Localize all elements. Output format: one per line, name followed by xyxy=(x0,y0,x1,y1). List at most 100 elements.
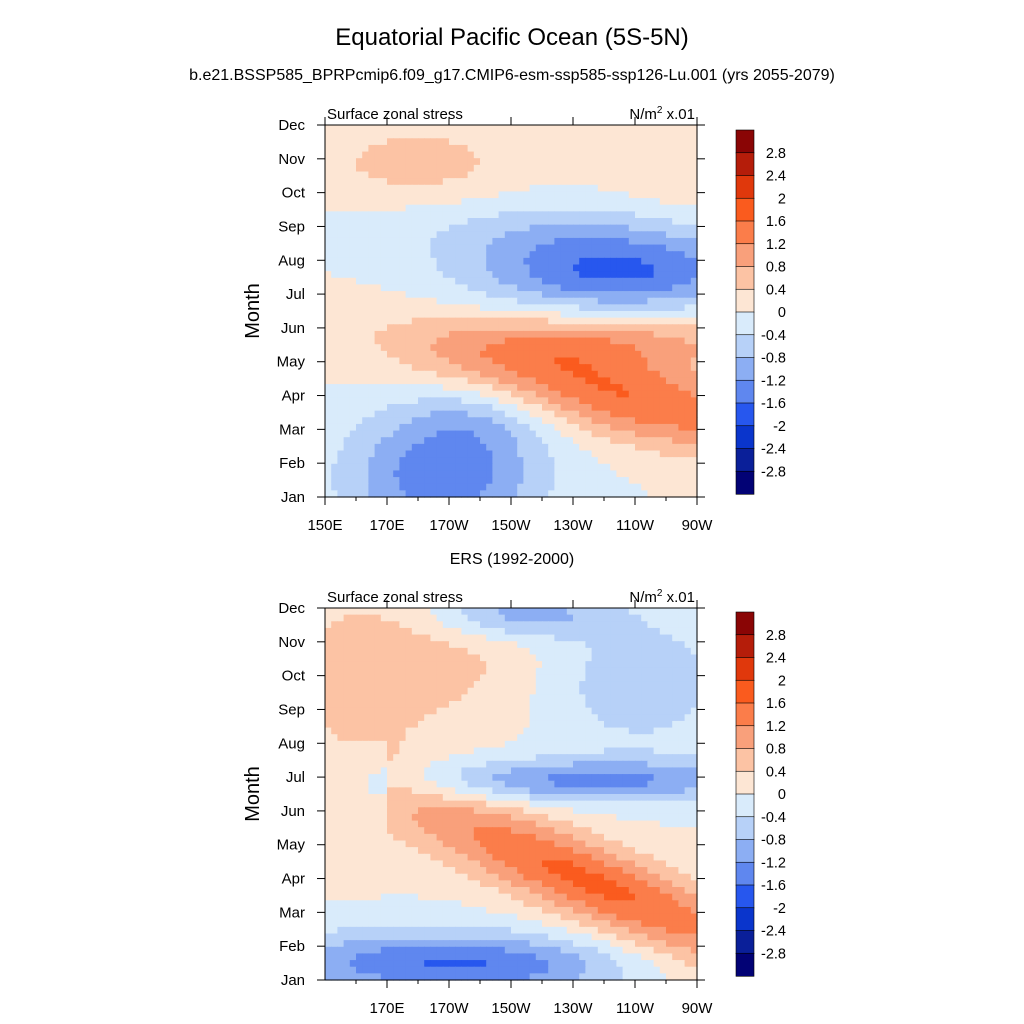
field-cell xyxy=(554,237,562,246)
field-cell xyxy=(672,740,679,749)
field-cell xyxy=(399,417,407,425)
field-cell xyxy=(368,204,376,212)
field-cell xyxy=(604,694,611,702)
field-cell xyxy=(622,654,630,662)
field-cell xyxy=(349,198,357,206)
field-cell xyxy=(684,470,692,478)
field-cell xyxy=(337,264,345,272)
field-cell xyxy=(523,647,531,656)
field-cell xyxy=(523,667,531,676)
field-cell xyxy=(659,350,667,359)
field-cell xyxy=(492,317,500,325)
field-cell xyxy=(548,661,555,669)
field-cell xyxy=(387,621,394,629)
field-cell xyxy=(473,330,481,339)
field-cell xyxy=(325,477,332,485)
field-cell xyxy=(486,237,493,246)
field-cell xyxy=(635,264,642,272)
field-cell xyxy=(368,144,376,153)
field-cell xyxy=(480,144,487,153)
field-cell xyxy=(473,224,481,232)
field-cell xyxy=(337,251,345,259)
field-cell xyxy=(430,490,438,498)
field-cell xyxy=(666,184,673,193)
field-cell xyxy=(554,284,562,292)
field-cell xyxy=(585,463,593,472)
field-cell xyxy=(560,634,568,642)
field-cell xyxy=(430,211,438,219)
field-cell xyxy=(399,151,407,159)
field-cell xyxy=(616,158,624,166)
field-cell xyxy=(498,144,506,153)
field-cell xyxy=(690,364,698,372)
field-cell xyxy=(473,627,481,636)
field-cell xyxy=(387,297,394,305)
field-cell xyxy=(356,237,363,246)
field-cell xyxy=(442,337,450,345)
field-cell xyxy=(461,384,469,392)
field-cell xyxy=(554,727,562,735)
field-cell xyxy=(604,198,611,206)
field-cell xyxy=(337,204,345,212)
field-cell xyxy=(343,707,351,715)
field-cell xyxy=(690,277,698,286)
field-cell xyxy=(591,138,599,146)
field-cell xyxy=(678,164,686,173)
field-cell xyxy=(653,291,661,299)
field-cell xyxy=(430,470,438,478)
field-cell xyxy=(368,138,376,146)
field-cell xyxy=(622,410,630,418)
field-cell xyxy=(579,694,586,702)
field-cell xyxy=(331,681,338,689)
field-cell xyxy=(659,357,667,365)
field-cell xyxy=(684,483,692,491)
field-cell xyxy=(436,634,444,642)
field-cell xyxy=(579,237,586,246)
field-cell xyxy=(641,237,648,246)
field-cell xyxy=(653,264,661,272)
field-cell xyxy=(666,377,673,385)
field-cell xyxy=(523,158,531,166)
field-cell xyxy=(678,681,686,689)
field-cell xyxy=(666,271,673,279)
field-cell xyxy=(566,330,574,339)
field-cell xyxy=(517,390,524,398)
field-cell xyxy=(411,304,419,312)
field-cell xyxy=(573,271,580,279)
field-cell xyxy=(498,324,506,332)
field-cell xyxy=(684,158,692,166)
field-cell xyxy=(331,490,338,498)
field-cell xyxy=(554,767,562,775)
field-cell xyxy=(641,350,648,359)
field-cell xyxy=(337,641,345,649)
field-cell xyxy=(560,304,568,312)
field-cell xyxy=(628,251,636,259)
field-cell xyxy=(666,164,673,173)
field-cell xyxy=(368,608,376,616)
field-cell xyxy=(411,377,419,385)
field-cell xyxy=(504,390,512,398)
field-cell xyxy=(343,727,351,735)
field-cell xyxy=(368,350,376,359)
field-cell xyxy=(566,317,574,325)
field-cell xyxy=(430,477,438,485)
field-cell xyxy=(585,311,593,319)
field-cell xyxy=(325,198,332,206)
field-cell xyxy=(610,158,617,166)
field-cell xyxy=(405,304,413,312)
field-cell xyxy=(672,191,679,199)
field-cell xyxy=(418,614,425,622)
field-cell xyxy=(647,384,655,392)
field-cell xyxy=(585,470,593,478)
field-cell xyxy=(436,614,444,622)
field-cell xyxy=(393,284,400,292)
field-cell xyxy=(442,244,450,252)
field-cell xyxy=(690,641,698,649)
field-cell xyxy=(511,674,518,682)
field-cell xyxy=(560,397,568,405)
field-cell xyxy=(542,204,549,212)
field-cell xyxy=(374,641,382,649)
field-cell xyxy=(492,694,500,702)
field-cell xyxy=(604,277,611,286)
field-cell xyxy=(548,218,555,226)
